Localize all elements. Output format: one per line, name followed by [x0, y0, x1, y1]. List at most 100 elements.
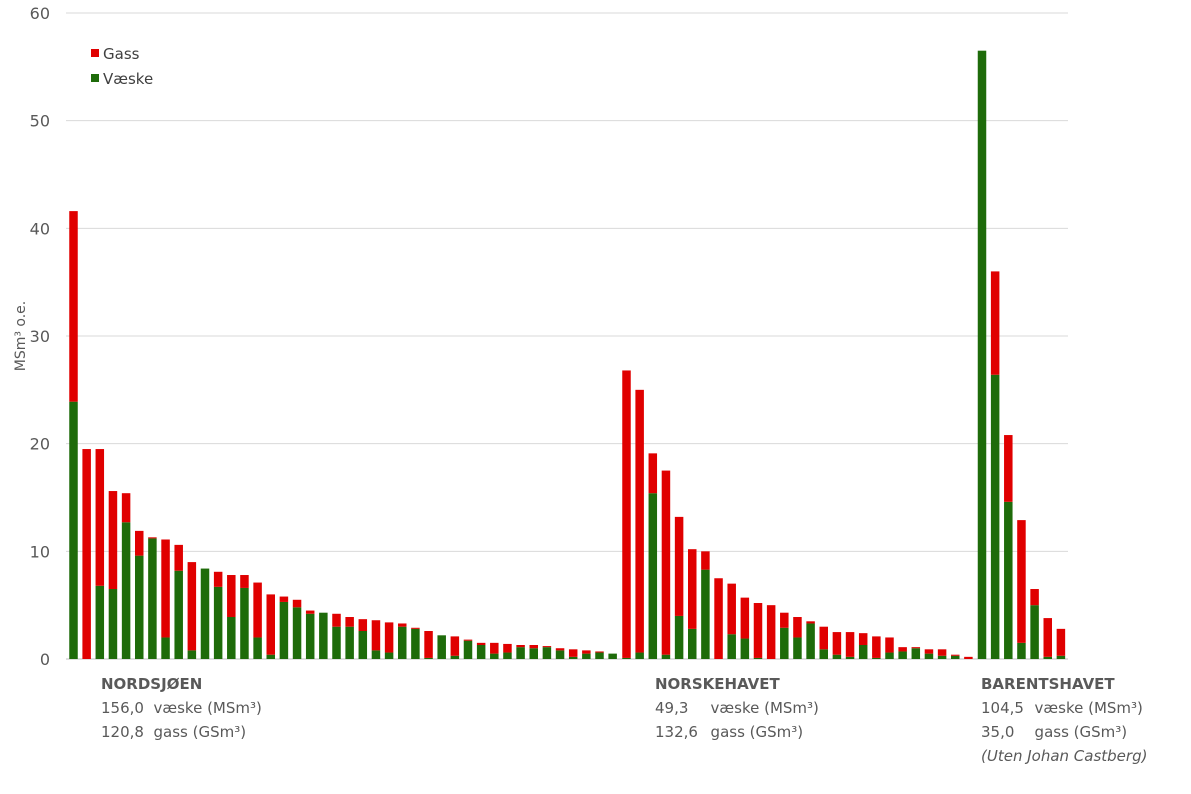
- bar-gass: [542, 646, 552, 648]
- bar-vaeske: [384, 652, 394, 659]
- liquid-label: væske (MSm³): [153, 699, 262, 717]
- bar-gass: [555, 648, 565, 651]
- liquid-value: 104,5: [981, 699, 1024, 717]
- bar-gass: [69, 211, 78, 402]
- bar-vaeske: [648, 493, 658, 659]
- bar-vaeske: [582, 653, 591, 659]
- bar-vaeske: [977, 50, 987, 659]
- bar-vaeske: [990, 374, 1000, 659]
- bar-gass: [819, 626, 828, 650]
- region-summary-nordsjoen: NORDSJØEN 156,0 væske (MSm³) 120,8 gass …: [101, 672, 262, 744]
- bar-group: [69, 211, 617, 659]
- bar-gass: [135, 530, 144, 556]
- region-title: NORDSJØEN: [101, 675, 203, 693]
- legend-swatch-vaeske: [91, 74, 99, 82]
- bar-vaeske: [727, 634, 736, 659]
- bar-vaeske: [1030, 605, 1039, 659]
- bar-vaeske: [1004, 501, 1013, 659]
- region-liquid-line: 156,0 væske (MSm³): [101, 696, 262, 720]
- bar-vaeske: [476, 645, 486, 659]
- bar-gass: [424, 631, 433, 658]
- bar-gass: [174, 544, 183, 571]
- region-summary-norskehavet: NORSKEHAVET 49,3 væske (MSm³) 132,6 gass…: [655, 672, 819, 744]
- bar-vaeske: [148, 538, 157, 659]
- y-tick-label: 60: [30, 4, 50, 23]
- y-tick-label: 10: [30, 542, 50, 561]
- bar-gass: [332, 613, 341, 627]
- bar-gass: [384, 622, 394, 653]
- y-tick-label: 50: [30, 112, 50, 131]
- region-gas-line: 132,6 gass (GSm³): [655, 720, 819, 744]
- bar-vaeske: [213, 586, 223, 659]
- bar-vaeske: [555, 650, 565, 659]
- bar-vaeske: [411, 628, 420, 659]
- bar-gass: [568, 649, 578, 657]
- gas-value: 132,6: [655, 723, 698, 741]
- region-gas-line: 120,8 gass (GSm³): [101, 720, 262, 744]
- bar-gass: [1017, 520, 1026, 643]
- region-liquid-line: 49,3 væske (MSm³): [655, 696, 819, 720]
- bar-gass: [490, 642, 499, 654]
- bar-gass: [292, 599, 302, 608]
- bar-vaeske: [1043, 656, 1052, 659]
- bar-vaeske: [832, 654, 842, 659]
- bar-vaeske: [661, 654, 671, 659]
- bar-vaeske: [924, 653, 934, 659]
- bar-vaeske: [898, 651, 907, 659]
- bars: [69, 50, 1066, 659]
- bar-vaeske: [819, 649, 828, 659]
- bar-vaeske: [1017, 642, 1026, 659]
- bar-gass: [845, 632, 855, 657]
- bar-gass: [872, 636, 881, 658]
- bar-gass: [358, 619, 368, 632]
- y-tick-label: 0: [40, 650, 50, 669]
- bar-gass: [266, 594, 275, 655]
- bar-group: [977, 50, 1066, 659]
- bar-gass: [463, 639, 473, 641]
- bar-gass: [635, 389, 644, 653]
- bar-vaeske: [135, 555, 144, 659]
- liquid-label: væske (MSm³): [710, 699, 819, 717]
- bar-gass: [529, 645, 538, 649]
- region-gas-line: 35,0 gass (GSm³): [981, 720, 1147, 744]
- legend-label-gass: Gass: [103, 45, 140, 63]
- bar-gass: [1030, 589, 1039, 606]
- bar-gass: [793, 617, 802, 638]
- bar-gass: [753, 603, 763, 658]
- bar-gass: [832, 632, 842, 655]
- bar-gass: [279, 596, 289, 602]
- bar-vaeske: [398, 626, 407, 659]
- bar-gass: [701, 551, 710, 570]
- bar-gass: [450, 636, 460, 656]
- y-axis-label: MSm³ o.e.: [13, 301, 29, 372]
- gas-value: 120,8: [101, 723, 144, 741]
- bar-vaeske: [266, 654, 275, 659]
- bar-vaeske: [701, 569, 710, 659]
- bar-vaeske: [227, 617, 236, 659]
- gas-value: 35,0: [981, 723, 1015, 741]
- region-summary-barentshavet: BARENTSHAVET 104,5 væske (MSm³) 35,0 gas…: [981, 672, 1147, 768]
- bar-gass: [780, 612, 789, 628]
- bar-vaeske: [595, 652, 604, 659]
- bar-vaeske: [161, 637, 170, 659]
- bar-vaeske: [490, 653, 499, 659]
- bar-gass: [240, 575, 249, 588]
- bar-vaeske: [174, 570, 183, 659]
- y-tick-label: 20: [30, 435, 50, 454]
- bar-vaeske: [951, 655, 960, 659]
- bar-vaeske: [622, 657, 631, 659]
- bar-gass: [503, 643, 512, 653]
- bar-vaeske: [95, 585, 105, 659]
- bar-vaeske: [345, 626, 354, 659]
- legend: Gass Væske: [91, 45, 153, 88]
- bar-gass: [227, 575, 236, 618]
- bar-gass: [595, 651, 604, 653]
- bar-vaeske: [885, 652, 894, 659]
- bar-vaeske: [332, 626, 341, 659]
- bar-gass: [661, 470, 671, 655]
- bar-gass: [924, 649, 934, 654]
- bar-gass: [688, 549, 697, 629]
- bar-vaeske: [69, 401, 78, 659]
- bar-vaeske: [253, 637, 262, 659]
- bar-vaeske: [358, 631, 368, 659]
